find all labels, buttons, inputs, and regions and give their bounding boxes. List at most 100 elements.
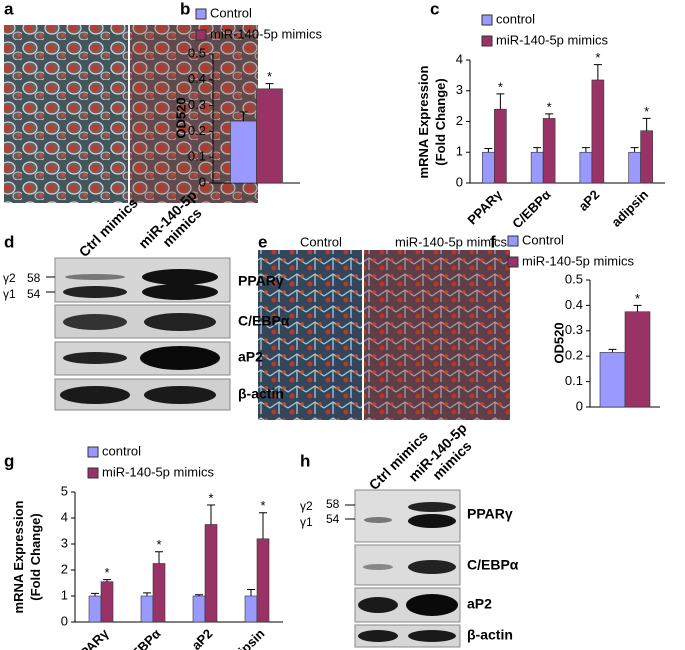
image-caption: Control (40, 7, 86, 22)
error-bar (143, 592, 151, 596)
significance-marker: * (104, 565, 109, 580)
y-tick-label: 4 (61, 509, 68, 524)
significance-marker: * (635, 291, 640, 306)
bar (624, 311, 651, 408)
error-bar (642, 117, 651, 131)
significance-marker: * (156, 537, 161, 552)
legend-swatch (507, 235, 519, 247)
isoform-label: γ1 (300, 515, 313, 529)
panel-label: d (4, 232, 14, 251)
bar (100, 581, 114, 623)
panel-label: c (430, 0, 439, 18)
panel-label: g (4, 451, 14, 470)
error-bar (608, 348, 617, 353)
y-tick-label: 2 (456, 113, 463, 128)
y-tick-label: 0.3 (565, 322, 583, 337)
y-tick-label: 0 (61, 613, 68, 628)
y-tick-label: 0.1 (188, 149, 206, 164)
x-tick-label: adipsin (608, 187, 651, 230)
error-bar (155, 551, 163, 564)
legend-swatch (195, 29, 207, 41)
y-tick-label: 4 (456, 51, 463, 66)
legend-label: Control (522, 232, 564, 247)
error-bar (239, 111, 248, 122)
bar (542, 118, 556, 184)
panel-label: a (4, 0, 14, 18)
panel-label: f (490, 232, 496, 251)
y-tick-label: 0.4 (188, 71, 206, 86)
error-bar (496, 93, 505, 110)
bar (256, 538, 270, 623)
bar (530, 151, 544, 184)
legend-label: Control (210, 5, 252, 20)
blot-row-label: β-actin (238, 386, 284, 402)
x-tick-label: adipsin (225, 626, 268, 650)
blot-row-label: PPARγ (238, 273, 284, 289)
y-tick-label: 0.3 (188, 97, 206, 112)
significance-marker: * (498, 79, 503, 94)
micrograph (364, 250, 510, 420)
error-bar (593, 64, 602, 80)
isoform-label: γ2 (3, 271, 16, 285)
bar (244, 595, 258, 623)
legend-label: miR-140-5p mimics (522, 253, 634, 268)
y-tick-label: 1 (456, 144, 463, 159)
x-tick-label: aP2 (575, 187, 602, 214)
error-bar (533, 147, 542, 153)
y-tick-label: 0 (576, 398, 583, 413)
blot-row-label: C/EBPα (238, 313, 290, 329)
y-tick-label: 0.5 (565, 271, 583, 286)
y-tick-label: 0.4 (565, 297, 583, 312)
y-tick-label: 3 (456, 82, 463, 97)
x-tick-label: PPARγ (71, 625, 112, 650)
bar (256, 88, 283, 184)
y-axis-label: mRNA Expression (Fold Change) (11, 500, 43, 613)
y-tick-label: 0.1 (565, 373, 583, 388)
bar (152, 563, 166, 623)
bar (494, 108, 507, 184)
x-tick-label: aP2 (189, 626, 216, 650)
y-tick-label: 0.2 (188, 123, 206, 138)
y-tick-label: 2 (61, 561, 68, 576)
bar (140, 595, 154, 623)
significance-marker: * (260, 498, 265, 513)
legend-swatch (195, 8, 207, 20)
y-tick-label: 1 (61, 587, 68, 602)
bar (579, 151, 593, 184)
blot-row-label: C/EBPα (467, 557, 519, 573)
y-axis-label-line: mRNA Expression (416, 65, 431, 178)
y-axis-label-line: (Fold Change) (28, 513, 43, 600)
bar (88, 595, 102, 623)
y-axis-label-line: mRNA Expression (11, 500, 26, 613)
bar (628, 151, 641, 184)
error-bar (91, 592, 99, 596)
blot-row-label: PPARγ (467, 506, 513, 522)
error-bar (265, 83, 274, 89)
image-caption: miR-140-5p mimics (135, 7, 254, 22)
micrograph (258, 250, 362, 420)
bar (204, 524, 218, 623)
legend-label: miR-140-5p mimics (210, 26, 322, 41)
legend-swatch (481, 35, 493, 47)
y-axis-label: mRNA Expression (Fold Change) (416, 65, 448, 178)
x-tick-label: C/EBPα (119, 626, 163, 650)
error-bar (633, 304, 642, 312)
panel-label: b (180, 0, 190, 18)
micrograph (4, 25, 128, 203)
bar (482, 151, 495, 184)
blot-column-header: Ctrl mimics (75, 194, 140, 259)
blot-row-label: aP2 (467, 596, 492, 612)
error-bar (103, 579, 111, 582)
bar (599, 352, 626, 408)
legend-swatch (507, 256, 519, 268)
y-axis-label: OD520 (173, 97, 188, 138)
kda-label: 54 (27, 287, 41, 301)
significance-marker: * (267, 69, 272, 84)
panel-label: h (300, 451, 310, 470)
x-tick-label: C/EBPα (509, 187, 553, 231)
kda-label: 54 (326, 512, 340, 526)
legend-swatch (87, 467, 99, 479)
kda-label: 58 (27, 271, 41, 285)
blot-row-label: aP2 (238, 349, 263, 365)
